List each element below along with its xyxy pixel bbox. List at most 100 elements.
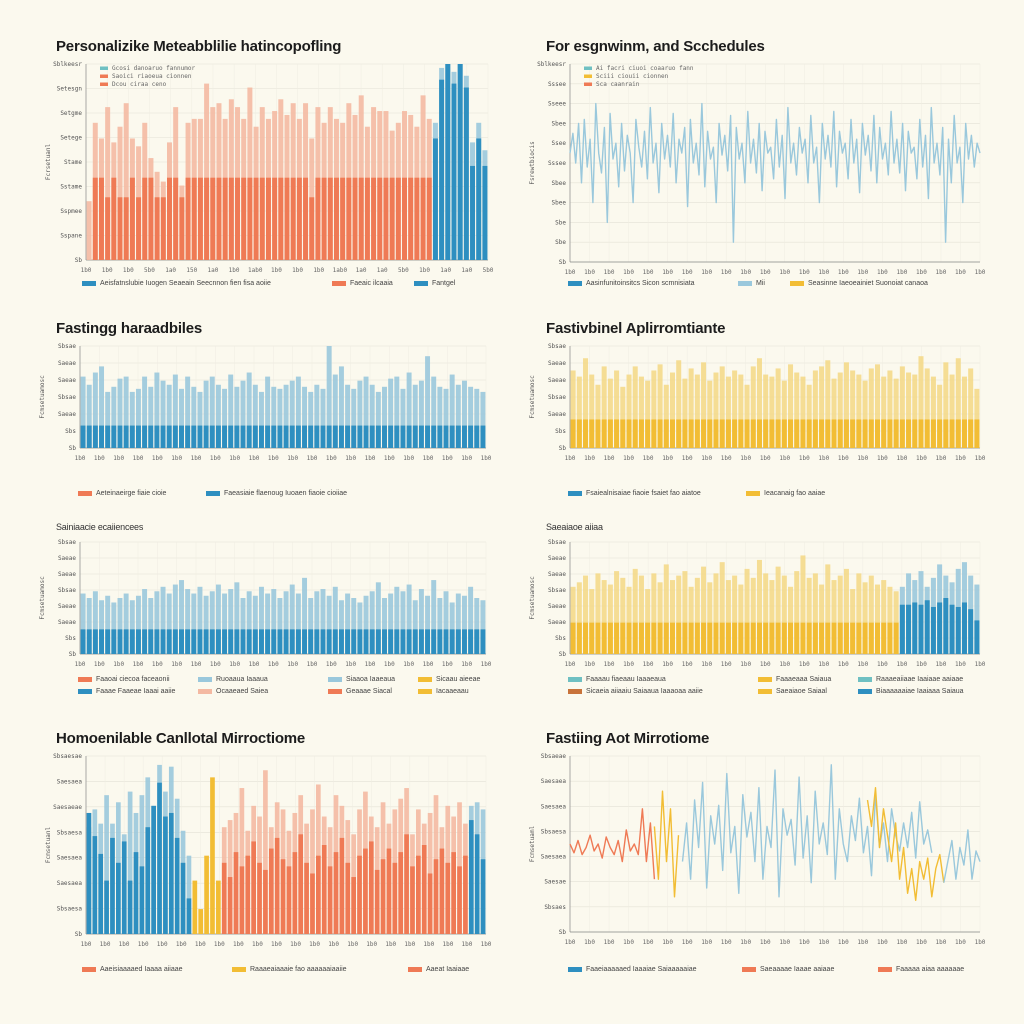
bar-lightblue — [99, 600, 105, 654]
y-axis-label: Fcmsetuamosc — [39, 375, 46, 419]
x-tick-label: 1b0 — [799, 269, 810, 276]
bar-blue — [133, 852, 139, 934]
bar-paleyellow — [607, 378, 613, 448]
legend-label: Sicaau aieeae — [436, 676, 481, 683]
bar-blue — [474, 629, 480, 654]
bar-blue — [302, 629, 308, 654]
legend-item: Ruoaaua Iaaaua — [198, 674, 268, 685]
legend-label: Faaae Faaeae Iaaai aaiie — [96, 688, 176, 695]
bar-orange — [148, 177, 154, 260]
bar-paleyellow — [682, 378, 688, 448]
bar-orange — [433, 859, 439, 934]
bar-yellow — [868, 419, 874, 448]
bar-paleyellow — [850, 589, 856, 654]
bar-yellow — [657, 419, 663, 448]
legend-label: Fsaiealnisaiae fiaoie fsaiet fao aiatoe — [586, 490, 701, 497]
bar-paleyellow — [576, 582, 582, 654]
x-tick-label: 1b0 — [152, 661, 163, 668]
legend-swatch — [568, 490, 582, 496]
bar-orange — [221, 862, 227, 934]
x-tick-label: 1b0 — [423, 455, 434, 462]
bar-orange — [191, 177, 197, 260]
x-tick-label: 1b0 — [799, 661, 810, 668]
bar-blue — [480, 425, 486, 448]
x-tick-label: 1b0 — [779, 269, 790, 276]
bar-blue — [265, 629, 271, 654]
bar-paleyellow — [961, 376, 967, 448]
bar-lightblue — [127, 791, 133, 934]
bar-lightblue — [474, 598, 480, 654]
bar-blue — [482, 165, 488, 260]
bar-yellow — [881, 622, 887, 654]
bar-yellow — [701, 622, 707, 654]
x-tick-label: 1b0 — [75, 661, 86, 668]
bar-paleyellow — [738, 374, 744, 448]
bar-paleyellow — [806, 577, 812, 654]
x-tick-label: 1b0 — [779, 455, 790, 462]
bar-blue — [406, 629, 412, 654]
bar-orange — [377, 177, 383, 260]
bar-lightblue — [338, 600, 344, 654]
legend-swatch — [198, 676, 212, 682]
bar-blue — [145, 827, 151, 934]
bar-orange — [363, 848, 368, 934]
bar-blue — [185, 629, 191, 654]
bar-blue — [968, 609, 974, 654]
bar-paleyellow — [576, 376, 582, 448]
bar-blue — [461, 425, 467, 448]
x-tick-label: 1b0 — [423, 661, 434, 668]
legend-label: Faaaeaaa Saiaua — [776, 676, 832, 683]
y-tick-label: Saeae — [58, 619, 76, 626]
x-tick-label: 1b0 — [113, 661, 124, 668]
bar-lightblue — [123, 376, 129, 448]
bar-lightblue — [240, 380, 246, 448]
bar-blue — [388, 629, 394, 654]
bar-orange — [389, 177, 395, 260]
bar-blue — [117, 629, 123, 654]
bar-yellow — [788, 622, 794, 654]
bar-lightblue — [86, 384, 92, 448]
bar-yellow — [812, 419, 818, 448]
legend-swatch — [78, 676, 92, 682]
bar-yellow — [694, 419, 700, 448]
legend-label: Raaaeaiiaae Iaaiaae aaiaae — [876, 676, 964, 683]
bar-yellow — [663, 419, 669, 448]
chart-p6: Sbsae Saeae Saeae Sbsae Saeae Saeae Sbs Sb 1b0 1b… — [529, 539, 986, 668]
y-tick-label: Sb — [75, 257, 83, 264]
bar-yellow — [837, 622, 843, 654]
bar-blue — [271, 629, 277, 654]
legend-label: Seasinne Iaeoeainiet Suonoiat canaoa — [808, 280, 928, 287]
panel-title: Homoenilable Canllotal Mirroctiome — [56, 730, 306, 747]
legend-label: Mii — [756, 280, 765, 287]
bar-yellow — [744, 622, 750, 654]
bar-lightblue — [283, 591, 289, 654]
bar-blue — [234, 425, 240, 448]
bar-paleyellow — [663, 564, 669, 654]
x-tick-label: 1b0 — [249, 661, 260, 668]
bar-orange — [280, 859, 286, 934]
bar-blue — [431, 629, 437, 654]
bar-blue — [172, 629, 178, 654]
bar-orange — [327, 866, 333, 934]
bar-yellow — [583, 622, 589, 654]
bar-lightblue — [135, 595, 141, 654]
x-tick-label: 1b0 — [857, 661, 868, 668]
panel-title: Personalizike Meteabblilie hatincopoflin… — [56, 38, 342, 55]
x-tick-label: 1ab0 — [248, 267, 263, 274]
bar-blue — [127, 880, 133, 934]
bar-yellow — [707, 622, 713, 654]
bar-lightblue — [265, 376, 271, 448]
x-tick-label: 1b0 — [133, 455, 144, 462]
bar-lightblue — [375, 582, 381, 654]
bar-paleyellow — [651, 573, 657, 654]
bar-blue — [412, 425, 418, 448]
bar-orange — [408, 177, 414, 260]
legend-label: Sicaeia aiiaaiu Saiaaua Iaaaoaa aaiie — [586, 688, 703, 695]
bar-orange — [142, 177, 148, 260]
x-tick-label: 1b0 — [916, 269, 927, 276]
bar-orange — [111, 177, 117, 260]
bar-blue — [332, 425, 338, 448]
x-tick-label: 1b0 — [701, 455, 712, 462]
x-tick-label: 1b0 — [462, 941, 473, 948]
bar-paleyellow — [781, 575, 787, 654]
